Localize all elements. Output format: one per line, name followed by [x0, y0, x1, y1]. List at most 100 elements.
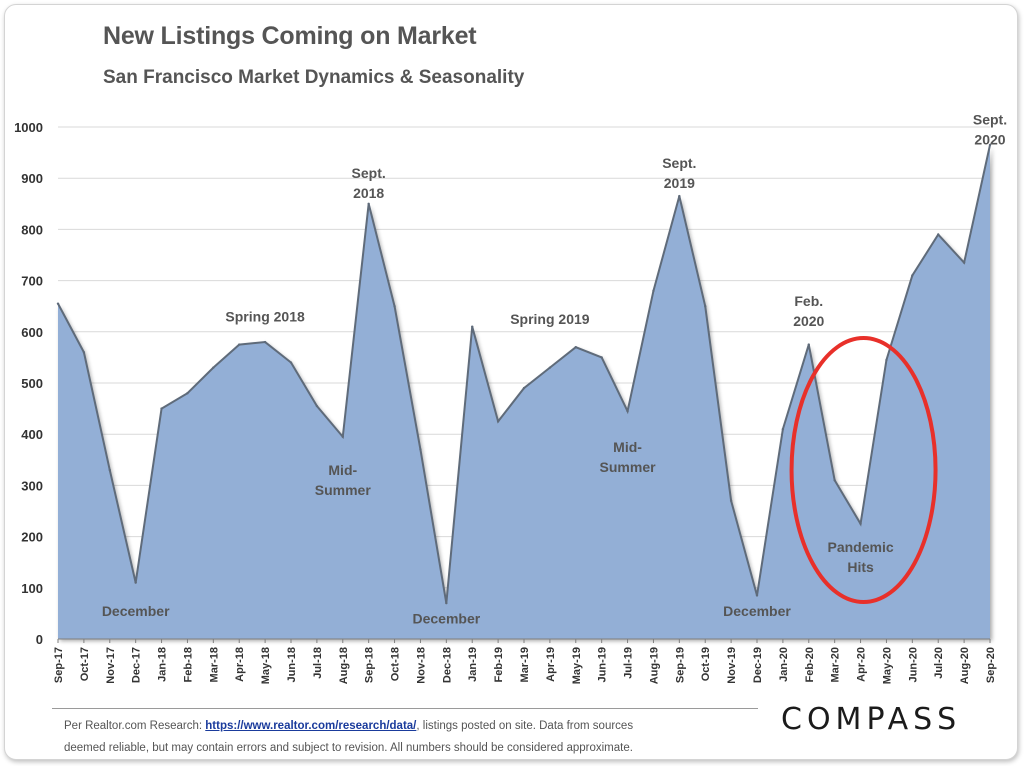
x-tick-label: Mar-18 [208, 647, 220, 682]
data-point [393, 305, 396, 308]
y-tick-label: 500 [21, 376, 43, 391]
annotation-label: Sept. 2019 [662, 155, 696, 191]
x-tick-label: Jan-20 [778, 647, 790, 682]
x-tick-label: Nov-19 [726, 647, 738, 684]
data-point [315, 404, 319, 408]
compass-logo: COMPASS [781, 702, 962, 737]
y-tick-label: 300 [21, 478, 43, 493]
x-tick-label: Feb-19 [493, 647, 505, 682]
annotation-label: Feb. 2020 [793, 293, 824, 329]
area-fill [58, 144, 990, 640]
x-tick-label: Sep-17 [53, 647, 65, 683]
y-tick-label: 400 [21, 427, 43, 442]
data-point [626, 409, 629, 413]
source-prefix: Per Realtor.com Research: [64, 720, 206, 732]
data-point [367, 202, 370, 205]
source-suffix: , listings posted on site. Data from sou… [416, 720, 634, 732]
data-point [341, 435, 344, 438]
x-tick-label: Dec-19 [752, 647, 764, 683]
x-tick-label: Jan-18 [157, 647, 169, 682]
x-tick-label: Jun-20 [907, 647, 919, 682]
y-tick-label: 200 [21, 530, 43, 545]
source-note: Per Realtor.com Research: https://www.re… [64, 715, 764, 759]
x-tick-label: Mar-20 [830, 647, 842, 682]
data-point [781, 427, 785, 431]
x-tick-label: Jul-18 [312, 647, 324, 679]
source-disclaimer: deemed reliable, but may contain errors … [64, 742, 633, 754]
source-link[interactable]: https://www.realtor.com/research/data/ [205, 720, 417, 732]
data-point [263, 340, 267, 344]
pandemic-highlight-ellipse [789, 336, 938, 605]
x-tick-label: Dec-17 [131, 647, 143, 683]
data-point [962, 261, 966, 264]
x-tick-label: Oct-19 [700, 647, 712, 681]
y-tick-label: 700 [21, 274, 43, 289]
x-tick-label: Aug-19 [648, 647, 660, 684]
data-point [238, 343, 241, 346]
x-tick-label: Feb-18 [182, 647, 194, 682]
annotation-label: December [102, 603, 170, 619]
x-tick-label: Apr-19 [545, 647, 557, 682]
data-point [755, 594, 759, 597]
y-tick-label: 600 [21, 325, 43, 340]
x-tick-label: Nov-18 [415, 647, 427, 684]
data-point [807, 343, 810, 346]
annotation-label: Mid-Summer [600, 439, 657, 475]
x-tick-label: May-20 [881, 647, 893, 684]
x-tick-label: May-18 [260, 647, 272, 684]
x-tick-label: Jun-19 [597, 647, 609, 682]
x-tick-label: Apr-20 [856, 647, 868, 682]
annotation-label: Spring 2018 [225, 309, 305, 325]
x-tick-label: Jul-20 [933, 647, 945, 679]
data-point [186, 392, 189, 395]
data-point [859, 522, 862, 525]
data-point [471, 325, 474, 328]
data-point [134, 581, 137, 584]
annotation-label: Mid-Summer [315, 462, 372, 498]
y-tick-label: 1000 [14, 120, 43, 135]
x-tick-label: Apr-18 [234, 647, 246, 682]
x-tick-label: Jun-18 [286, 647, 298, 682]
chart-title: New Listings Coming on Market [103, 22, 477, 50]
data-point [937, 233, 940, 236]
x-tick-label: Aug-18 [338, 647, 350, 684]
data-point [496, 420, 500, 423]
annotation-label: Sept. 2018 [352, 165, 386, 201]
data-point [419, 448, 422, 451]
x-tick-label: Mar-19 [519, 647, 531, 682]
data-point [652, 289, 655, 293]
annotation-label: Sept. 2020 [973, 111, 1007, 147]
annotation-label: Spring 2019 [510, 311, 590, 327]
y-tick-label: 100 [21, 581, 43, 596]
x-tick-label: Nov-17 [105, 647, 117, 684]
data-point [911, 274, 914, 277]
annotation-label: December [723, 603, 791, 619]
y-tick-label: 800 [21, 222, 43, 237]
data-point [574, 345, 577, 349]
x-tick-label: May-19 [571, 647, 583, 684]
data-point [56, 302, 60, 305]
x-tick-label: Sep-18 [364, 647, 376, 683]
data-point [704, 305, 707, 308]
x-tick-label: Sep-19 [674, 647, 686, 683]
data-point [445, 601, 448, 605]
data-point [729, 499, 733, 502]
chart-subtitle: San Francisco Market Dynamics & Seasonal… [103, 67, 525, 88]
data-point [289, 361, 293, 364]
footer-divider [52, 708, 758, 709]
data-point [600, 356, 603, 359]
x-tick-label: Jul-19 [623, 647, 635, 679]
data-point [548, 366, 552, 369]
annotation-label: Pandemic Hits [827, 539, 893, 575]
x-tick-label: Dec-18 [441, 647, 453, 683]
y-tick-label: 900 [21, 171, 43, 186]
data-point [160, 407, 163, 410]
y-tick-label: 0 [36, 632, 43, 647]
x-tick-label: Feb-20 [804, 647, 816, 682]
data-point [212, 366, 215, 369]
data-point [108, 468, 111, 472]
data-point [988, 143, 992, 147]
data-point [678, 194, 681, 198]
data-point [82, 351, 86, 354]
